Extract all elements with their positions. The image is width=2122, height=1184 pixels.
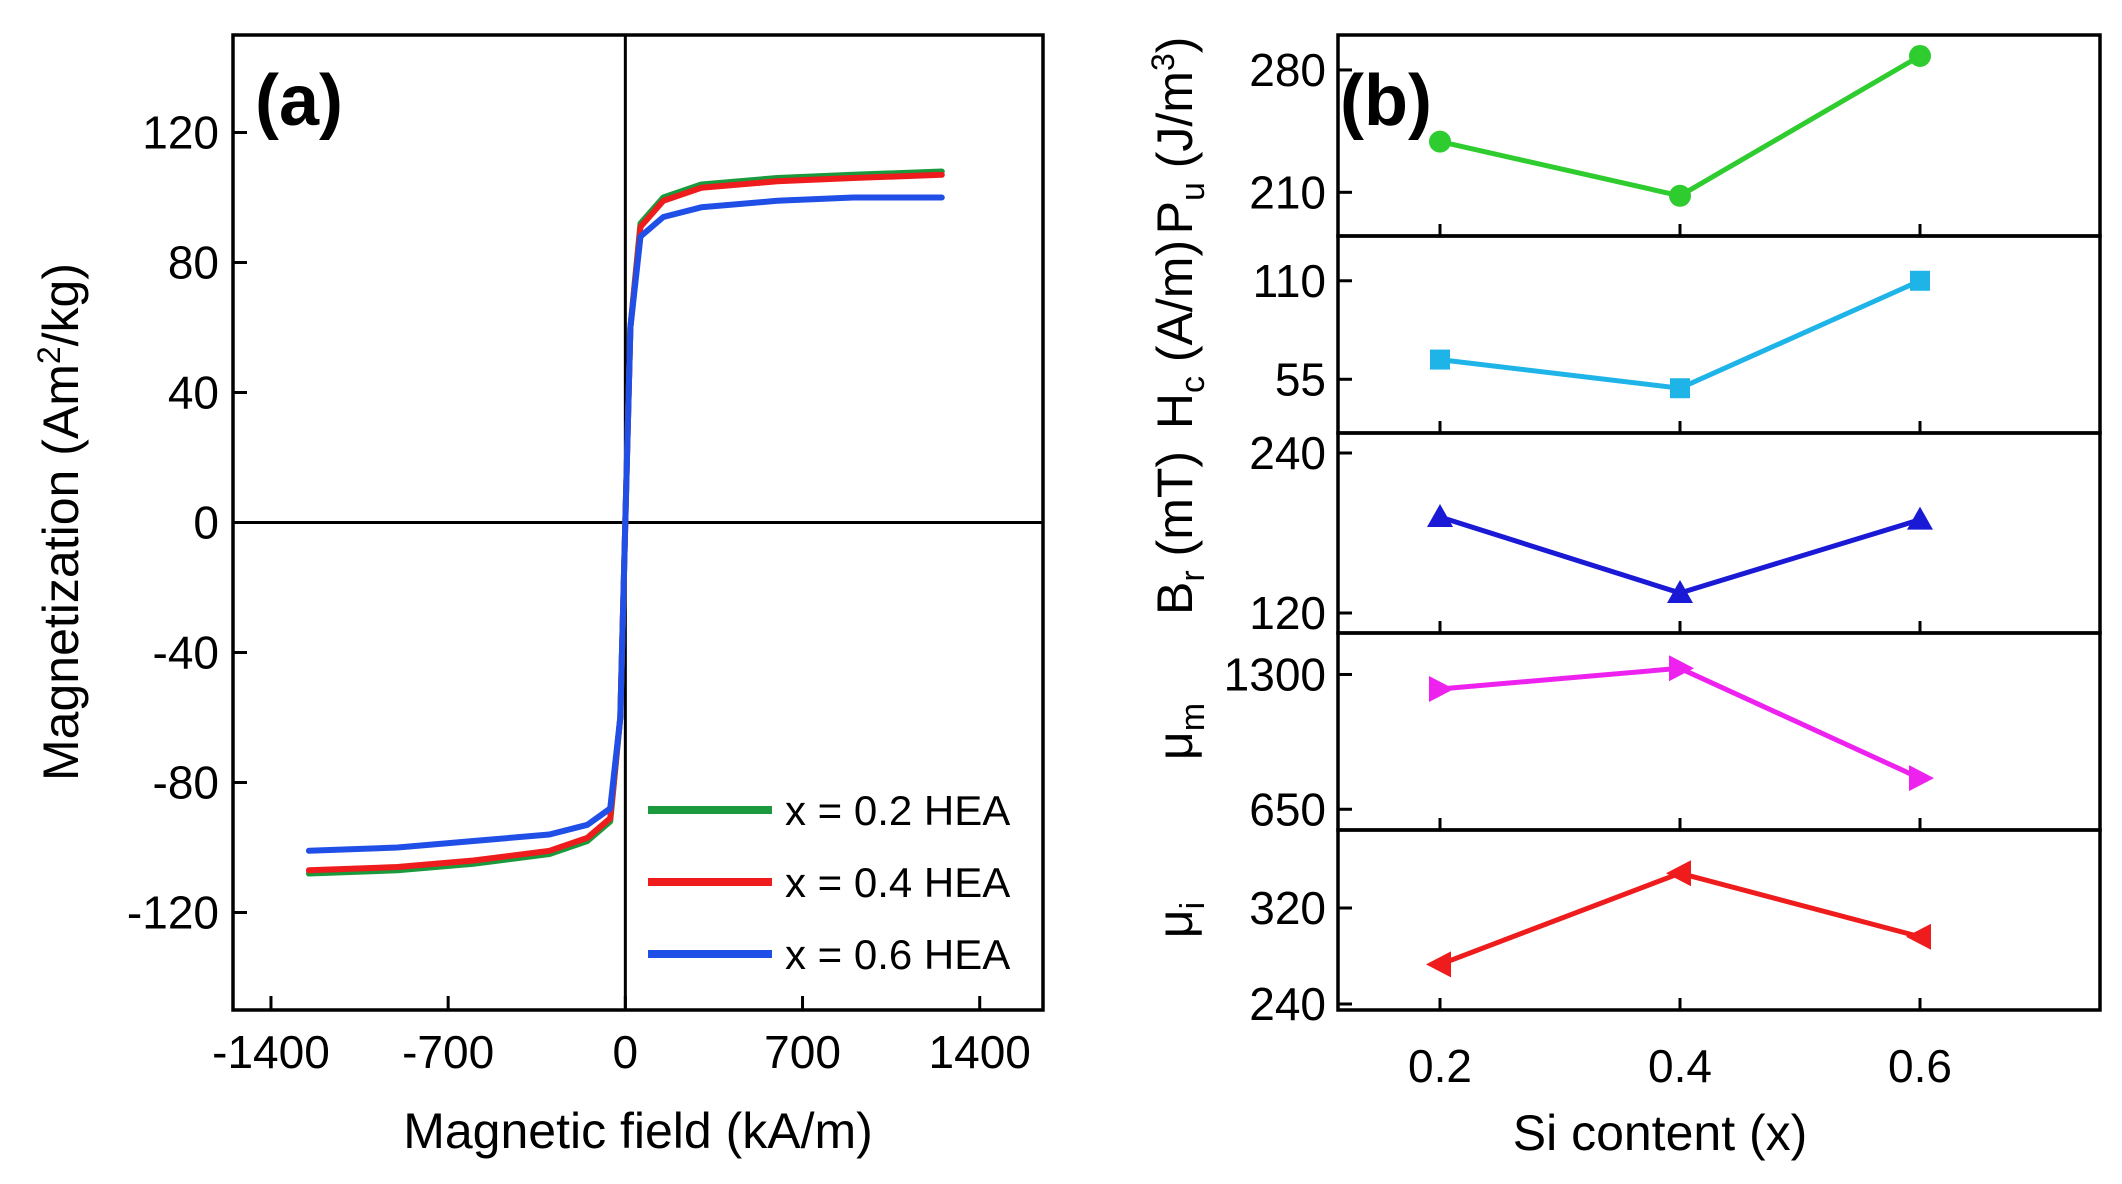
data-point [1909, 44, 1931, 67]
panel-b-x-axis-title: Si content (x) [1513, 1105, 1808, 1161]
panel-a-x-tick-label: 700 [764, 1026, 841, 1078]
data-point [1426, 951, 1451, 978]
data-point [1669, 655, 1694, 682]
data-point [1907, 506, 1933, 530]
y-tick-label: 210 [1249, 166, 1326, 218]
panel-b-properties: 210 280 Pu (J/m3) 55 110 Hc (A/m) 120 240 Br (mT… [1145, 33, 2102, 1161]
panel-b-subplot-2: 55 110 Hc (A/m) [1147, 234, 2102, 435]
y-tick-label: 110 [1253, 255, 1326, 307]
panel-b-subplot-3: 120 240 Br (mT) [1147, 427, 2102, 639]
subplot-y-axis-title: μm [1147, 703, 1212, 760]
data-point [1429, 675, 1454, 702]
panel-a-x-tick-label: -700 [402, 1026, 494, 1078]
panel-b-x-tick-label: 0.2 [1408, 1040, 1472, 1092]
data-point [1427, 504, 1453, 527]
panel-a-y-tick-label: 80 [168, 237, 219, 289]
data-point [1910, 270, 1930, 291]
data-point [1667, 580, 1693, 603]
subplot-frame [1336, 33, 2102, 238]
panel-b-subplot-1: 210 280 Pu (J/m3) [1145, 33, 2102, 238]
panel-a-y-tick-label: -40 [153, 627, 219, 679]
legend-label: x = 0.2 HEA [785, 787, 1010, 834]
data-point [1670, 378, 1690, 399]
panel-a-label: (a) [255, 61, 343, 141]
subplot-y-axis-title: Hc (A/m) [1147, 240, 1212, 429]
y-tick-label: 240 [1249, 427, 1326, 479]
panel-a-y-axis-title: Magnetization (Am2/kg) [31, 263, 89, 781]
data-point [1909, 765, 1934, 792]
y-tick-label: 55 [1275, 353, 1326, 405]
y-tick-label: 320 [1249, 882, 1326, 934]
panel-a-x-tick-label: 1400 [929, 1026, 1031, 1078]
y-tick-label: 120 [1249, 587, 1326, 639]
series-line [1439, 870, 1921, 967]
y-tick-label: 240 [1249, 978, 1326, 1030]
data-point [1666, 860, 1691, 887]
data-point [1430, 349, 1450, 370]
data-point [1429, 130, 1451, 153]
panel-a-x-axis-title: Magnetic field (kA/m) [403, 1103, 873, 1159]
panel-b-x-tick-label: 0.4 [1648, 1040, 1712, 1092]
y-tick-label: 650 [1249, 783, 1326, 835]
subplot-y-axis-title: Br (mT) [1147, 451, 1212, 615]
y-tick-label: 280 [1249, 44, 1326, 96]
panel-b-subplots: 210 280 Pu (J/m3) 55 110 Hc (A/m) 120 240 Br (mT… [1145, 33, 2102, 1030]
subplot-frame [1336, 631, 2102, 832]
panel-b-x-ticks: 0.2 0.4 0.6 [1408, 1040, 1952, 1092]
subplot-y-axis-title: Pu (J/m3) [1145, 37, 1212, 235]
series-line-x-0-6-hea [305, 194, 945, 854]
series-line [1439, 53, 1922, 199]
panel-a-y-tick-label: -80 [153, 757, 219, 809]
panel-a-x-tick-label: -1400 [212, 1026, 330, 1078]
data-point [1669, 184, 1691, 207]
series-line [1439, 278, 1922, 391]
y-tick-label: 1300 [1224, 648, 1326, 700]
panel-a-y-tick-label: 120 [142, 107, 219, 159]
series-line [1439, 665, 1922, 781]
panel-a-ticks: -1400 -700 0 700 1400 -120 -80 -40 0 40 80 120 [127, 107, 1031, 1079]
panel-a-series [305, 168, 945, 877]
panel-b-label: (b) [1340, 61, 1432, 141]
subplot-frame [1336, 828, 2102, 1012]
panel-a-y-tick-label: -120 [127, 887, 219, 939]
legend-label: x = 0.6 HEA [785, 931, 1010, 978]
subplot-frame [1336, 234, 2102, 435]
data-point [1906, 923, 1931, 950]
panel-b-x-tick-label: 0.6 [1888, 1040, 1952, 1092]
panel-b-subplot-5: 240 320 μi [1147, 828, 2102, 1030]
panel-a-legend: x = 0.2 HEA x = 0.4 HEA x = 0.6 HEA [648, 787, 1010, 978]
subplot-frame [1336, 431, 2102, 635]
panel-a-y-tick-label: 0 [193, 497, 219, 549]
panel-a-y-tick-label: 40 [168, 367, 219, 419]
legend-label: x = 0.4 HEA [785, 859, 1010, 906]
subplot-y-axis-title: μi [1147, 902, 1212, 938]
panel-a-x-tick-label: 0 [613, 1026, 639, 1078]
